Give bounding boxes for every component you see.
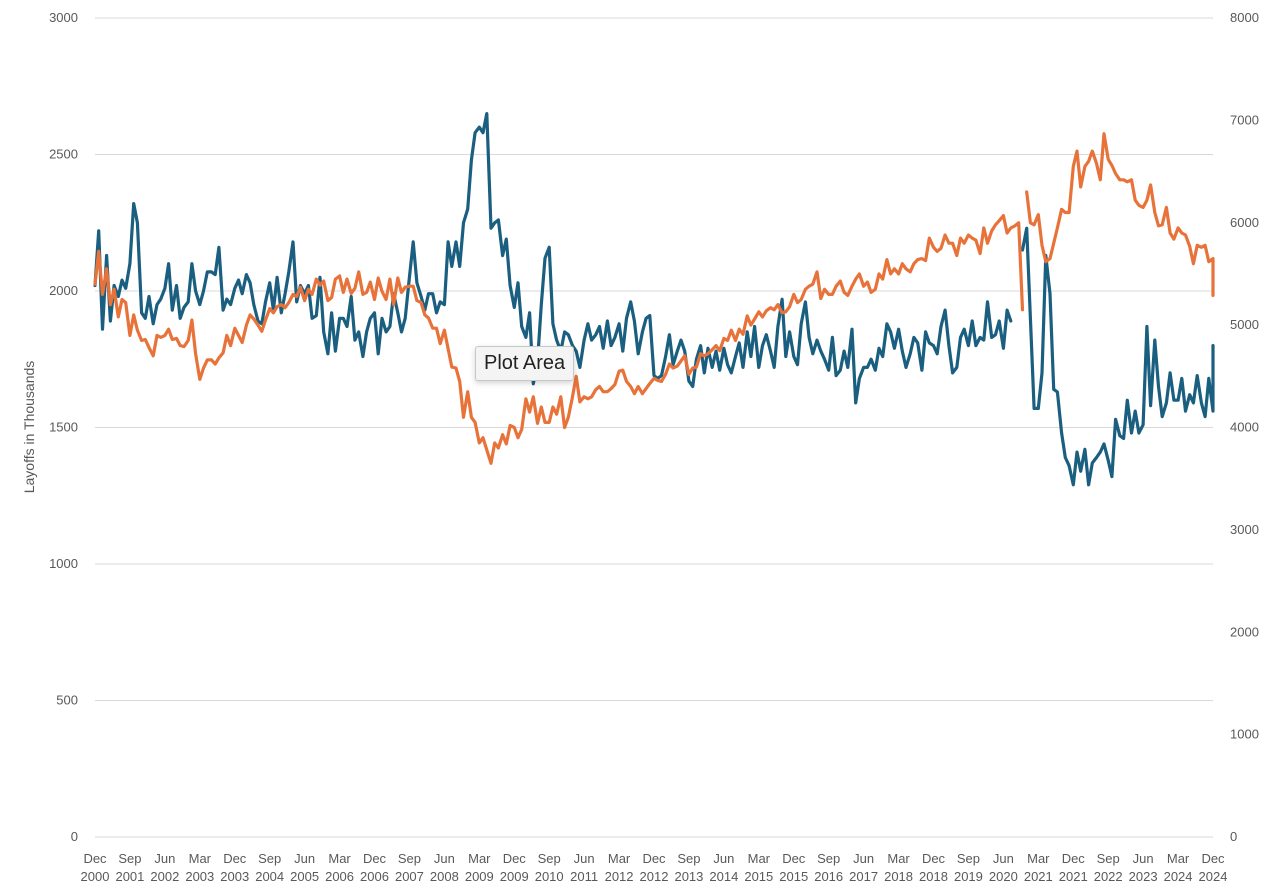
x-tick-month: Dec bbox=[782, 851, 806, 866]
left-tick-label: 1500 bbox=[49, 420, 78, 435]
x-tick-year: 2004 bbox=[255, 869, 284, 884]
x-tick-month: Sep bbox=[398, 851, 421, 866]
x-tick-month: Mar bbox=[608, 851, 631, 866]
left-tick-label: 2500 bbox=[49, 147, 78, 162]
right-tick-label: 4000 bbox=[1230, 420, 1259, 435]
x-tick-year: 2012 bbox=[605, 869, 634, 884]
x-tick-month: Jun bbox=[713, 851, 734, 866]
x-tick-month: Mar bbox=[748, 851, 771, 866]
left-tick-label: 500 bbox=[56, 693, 78, 708]
x-tick-month: Jun bbox=[294, 851, 315, 866]
x-tick-year: 2001 bbox=[115, 869, 144, 884]
right-tick-label: 2000 bbox=[1230, 624, 1259, 639]
right-tick-label: 5000 bbox=[1230, 317, 1259, 332]
x-tick-year: 2013 bbox=[674, 869, 703, 884]
x-tick-year: 2012 bbox=[640, 869, 669, 884]
x-tick-month: Dec bbox=[642, 851, 666, 866]
left-tick-label: 3000 bbox=[49, 10, 78, 25]
x-tick-month: Sep bbox=[118, 851, 141, 866]
right-tick-label: 8000 bbox=[1230, 10, 1259, 25]
x-tick-month: Dec bbox=[363, 851, 387, 866]
right-y-axis: 0 1000 2000 3000 4000 5000 6000 7000 8000 bbox=[1230, 10, 1259, 844]
x-tick-year: 2021 bbox=[1059, 869, 1088, 884]
x-tick-year: 2002 bbox=[150, 869, 179, 884]
x-tick-year: 2000 bbox=[81, 869, 110, 884]
x-tick-year: 2015 bbox=[744, 869, 773, 884]
y-axis-title: Layoffs in Thousands bbox=[21, 361, 37, 494]
x-tick-year: 2011 bbox=[570, 869, 598, 884]
x-tick-year: 2018 bbox=[919, 869, 948, 884]
x-tick-month: Jun bbox=[434, 851, 455, 866]
gridlines bbox=[95, 17, 1213, 838]
x-tick-month: Mar bbox=[328, 851, 351, 866]
x-tick-month: Dec bbox=[922, 851, 946, 866]
x-tick-year: 2017 bbox=[849, 869, 878, 884]
x-tick-month: Jun bbox=[1133, 851, 1154, 866]
x-tick-year: 2003 bbox=[185, 869, 214, 884]
x-tick-month: Sep bbox=[817, 851, 840, 866]
x-tick-year: 2016 bbox=[814, 869, 843, 884]
x-tick-month: Jun bbox=[993, 851, 1014, 866]
x-tick-month: Dec bbox=[223, 851, 247, 866]
x-tick-year: 2010 bbox=[535, 869, 564, 884]
right-tick-label: 1000 bbox=[1230, 727, 1259, 742]
series-layer bbox=[93, 112, 1215, 487]
x-tick-month: Sep bbox=[538, 851, 561, 866]
right-tick-label: 7000 bbox=[1230, 112, 1259, 127]
x-axis: Dec 2000 Sep 2001 Jun 2002 Mar 2003 Dec 2003 Sep 20… bbox=[81, 851, 1228, 884]
x-tick-year: 2009 bbox=[500, 869, 529, 884]
x-tick-month: Jun bbox=[574, 851, 595, 866]
x-tick-month: Mar bbox=[1027, 851, 1050, 866]
right-tick-label: 6000 bbox=[1230, 215, 1259, 230]
series-line-1 bbox=[93, 112, 1215, 487]
x-tick-year: 2006 bbox=[360, 869, 389, 884]
x-tick-month: Mar bbox=[468, 851, 491, 866]
x-tick-month: Sep bbox=[258, 851, 281, 866]
x-tick-month: Sep bbox=[1097, 851, 1120, 866]
left-y-axis: 0 500 1000 1500 2000 2500 3000 bbox=[49, 10, 78, 844]
x-tick-year: 2003 bbox=[220, 869, 249, 884]
x-tick-month: Dec bbox=[503, 851, 527, 866]
x-tick-month: Mar bbox=[189, 851, 212, 866]
x-tick-year: 2022 bbox=[1094, 869, 1123, 884]
right-tick-label: 3000 bbox=[1230, 522, 1259, 537]
right-tick-label: 0 bbox=[1230, 829, 1237, 844]
x-tick-year: 2021 bbox=[1024, 869, 1053, 884]
x-tick-month: Dec bbox=[1062, 851, 1086, 866]
x-tick-year: 2007 bbox=[395, 869, 424, 884]
x-tick-year: 2014 bbox=[709, 869, 738, 884]
x-tick-month: Mar bbox=[1167, 851, 1190, 866]
left-tick-label: 1000 bbox=[49, 556, 78, 571]
x-tick-month: Dec bbox=[83, 851, 107, 866]
x-tick-year: 2015 bbox=[779, 869, 808, 884]
plot-area-tooltip: Plot Area bbox=[475, 346, 575, 381]
x-tick-year: 2024 bbox=[1199, 869, 1228, 884]
series-line-2 bbox=[93, 132, 1215, 465]
x-tick-year: 2024 bbox=[1164, 869, 1193, 884]
x-tick-year: 2005 bbox=[290, 869, 319, 884]
x-tick-year: 2008 bbox=[430, 869, 459, 884]
x-tick-year: 2006 bbox=[325, 869, 354, 884]
x-tick-month: Mar bbox=[887, 851, 910, 866]
left-tick-label: 2000 bbox=[49, 283, 78, 298]
x-tick-month: Jun bbox=[853, 851, 874, 866]
left-tick-label: 0 bbox=[71, 829, 78, 844]
x-tick-month: Jun bbox=[154, 851, 175, 866]
x-tick-year: 2019 bbox=[954, 869, 983, 884]
x-tick-month: Sep bbox=[677, 851, 700, 866]
x-tick-month: Dec bbox=[1201, 851, 1225, 866]
x-tick-year: 2018 bbox=[884, 869, 913, 884]
x-tick-year: 2023 bbox=[1129, 869, 1158, 884]
x-tick-year: 2020 bbox=[989, 869, 1018, 884]
x-tick-year: 2009 bbox=[465, 869, 494, 884]
x-tick-month: Sep bbox=[957, 851, 980, 866]
